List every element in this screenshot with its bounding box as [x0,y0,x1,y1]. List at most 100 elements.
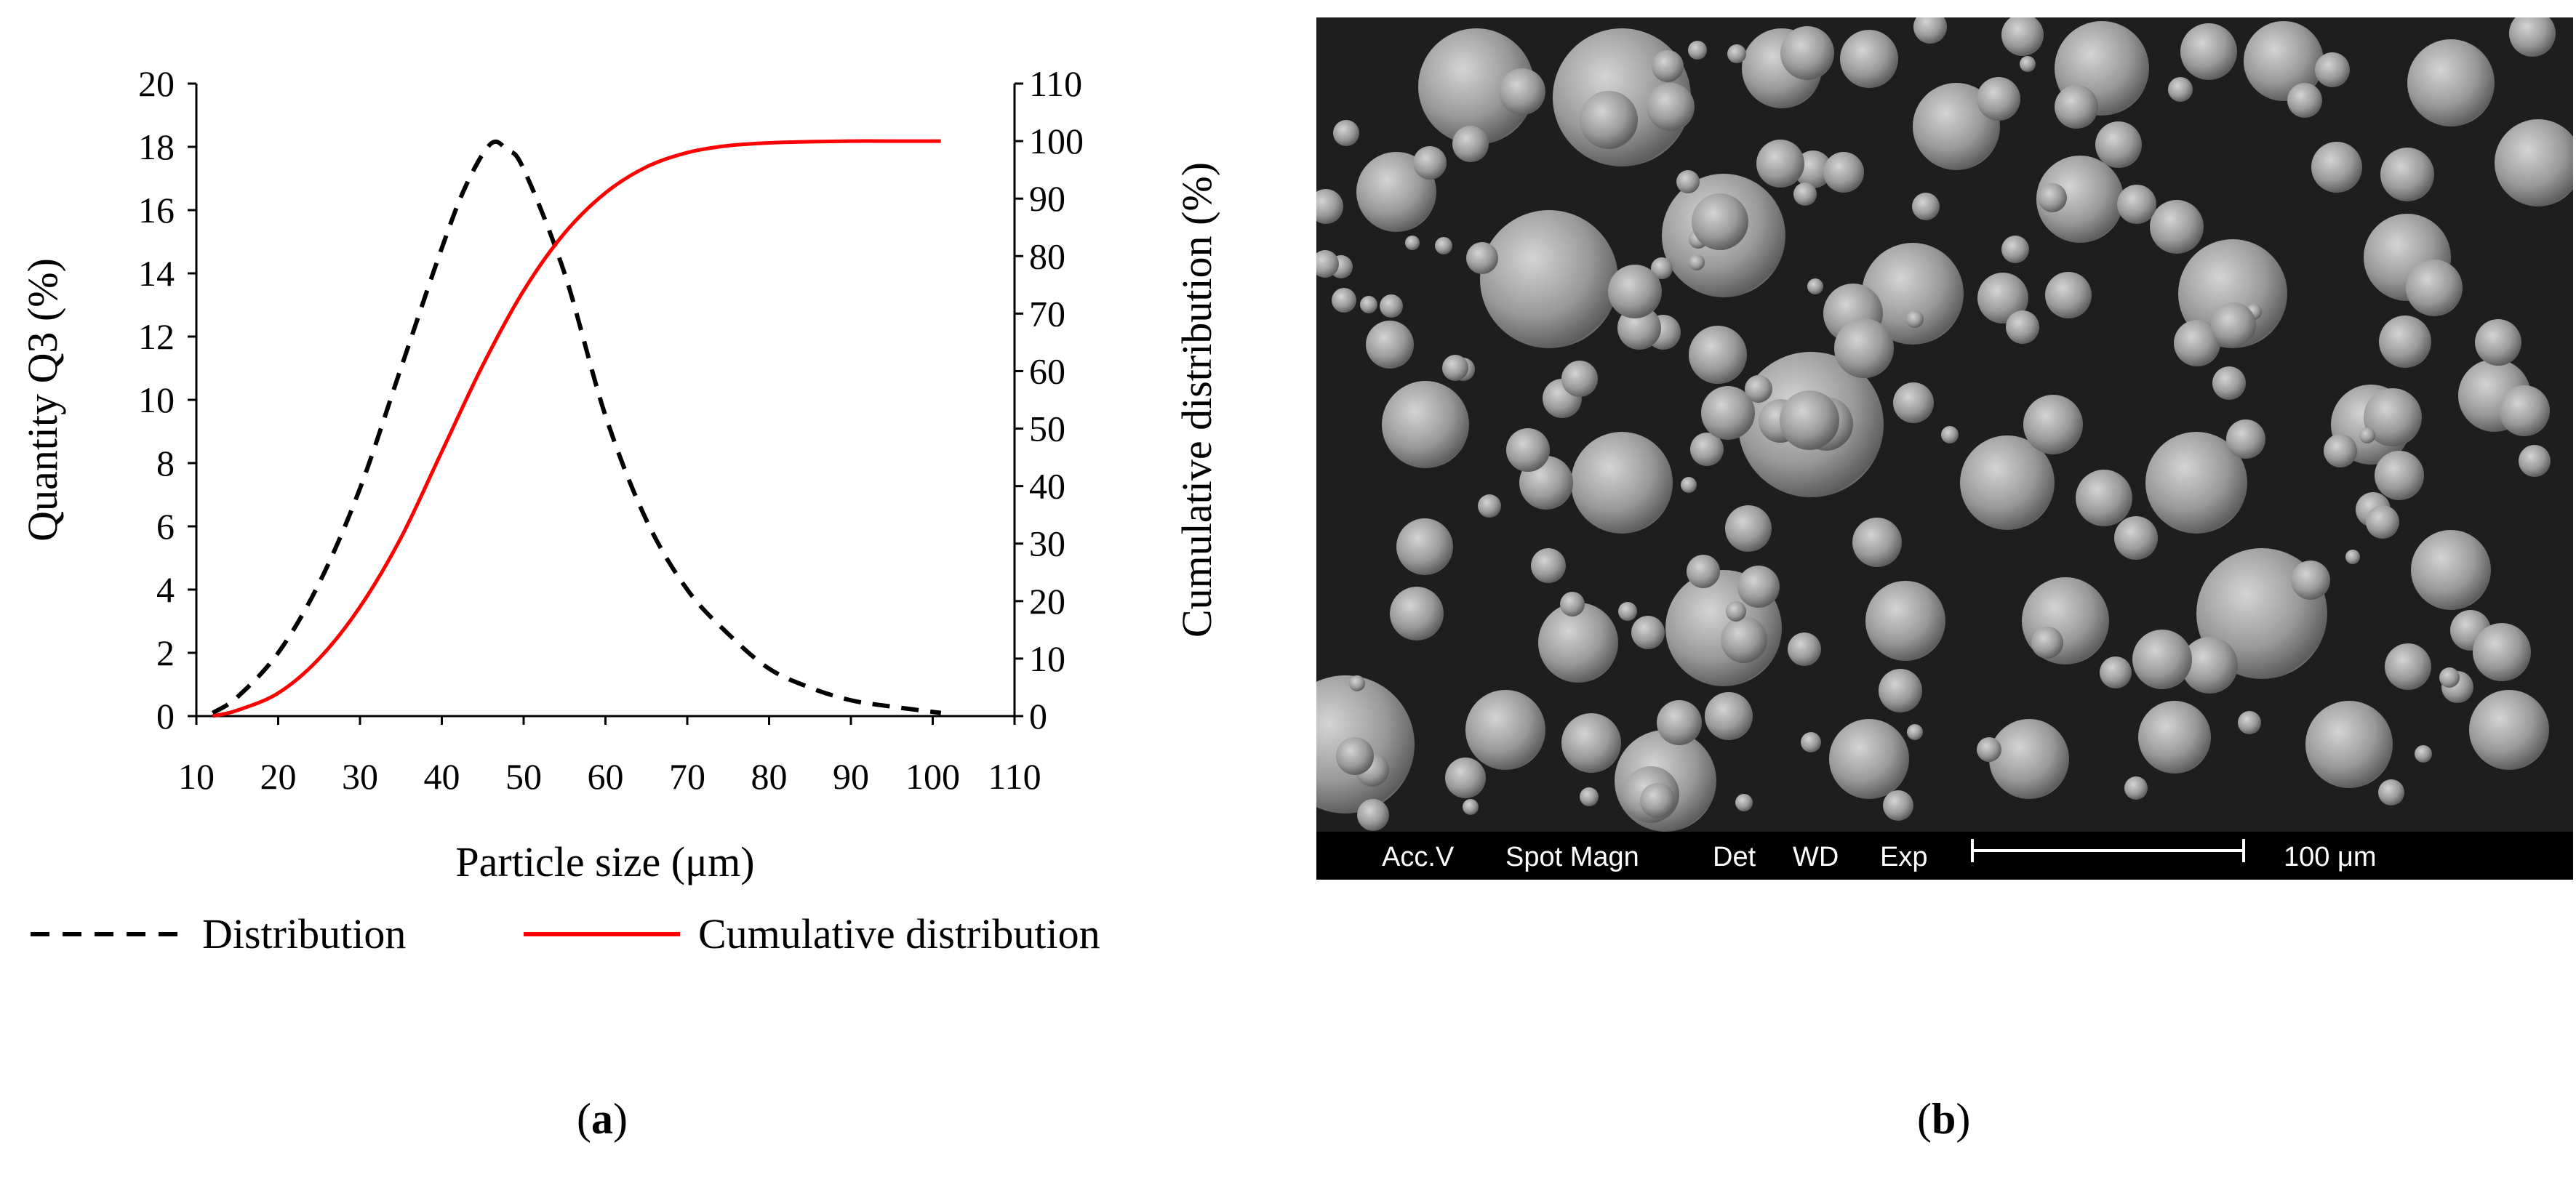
powder-particle [2375,451,2424,500]
powder-particle [2226,419,2265,459]
powder-particle [2315,52,2350,87]
powder-particle [2475,319,2521,366]
powder-particle [1879,669,1922,712]
powder-particle [2379,316,2431,368]
powder-particle [2178,239,2287,348]
powder-particle [2380,148,2434,201]
powder-particle [1834,318,1894,378]
sem-scale-bar [1971,839,2245,862]
series-layer [211,139,942,718]
powder-particle [2305,701,2393,788]
powder-particle [1793,182,1817,206]
y-right-tick-label: 50 [1029,409,1065,449]
x-tick-label: 110 [988,756,1041,797]
powder-particle [1336,737,1374,775]
powder-particle [2124,776,2148,800]
powder-particle [1725,505,1772,552]
y-right-tick-label: 60 [1029,350,1065,391]
powder-particle [1349,675,1365,691]
powder-particle [2100,656,2132,688]
powder-particle [1357,799,1389,831]
powder-particle [1531,548,1566,583]
powder-particle [2287,83,2322,118]
powder-particle [1480,210,1618,348]
powder-particle [1807,278,1823,294]
x-tick-label: 30 [342,756,378,797]
powder-particle [1360,296,1377,313]
y-right-tick-label: 110 [1029,63,1082,104]
y-left-tick-label: 10 [138,379,175,420]
sem-acc-v-label: Acc.V [1382,842,1455,872]
powder-particle [2076,470,2132,526]
powder-particle [1705,692,1753,740]
powder-particle [1316,189,1343,224]
y-right-tick-label: 10 [1029,638,1065,679]
powder-particle [2045,272,2092,318]
powder-particle [1823,152,1864,193]
y-left-tick-label: 12 [138,316,175,357]
powder-particle [1912,193,1940,220]
powder-particle [1463,799,1479,815]
powder-particle [2244,21,2324,101]
powder-particle [1465,690,1545,770]
powder-particle [1560,592,1585,616]
x-tick-label: 90 [833,756,869,797]
y-right-tick-label: 30 [1029,523,1065,564]
powder-particle [1960,435,2055,530]
powder-particle [2031,627,2063,659]
y-right-tick-label: 70 [1029,293,1065,334]
y-left-tick-label: 14 [138,253,175,294]
powder-particle [1478,494,1501,518]
powder-particle [1382,381,1469,468]
powder-particle [2055,85,2098,129]
powder-particle [1907,724,1923,740]
powder-particle [2364,388,2422,446]
y-left-tick-label: 4 [156,569,175,610]
powder-particle [2509,17,2556,57]
powder-particle [1756,140,1804,188]
powder-particle [2181,637,2238,694]
sem-micrograph: Acc.V Spot Magn Det WD Exp 100 μm [1316,17,2573,880]
series-line-cumulative [212,139,941,718]
powder-particle [2211,302,2256,348]
sem-info-bar: Acc.V Spot Magn Det WD Exp 100 μm [1316,832,2573,880]
powder-particle [1883,790,1913,821]
powder-particle [2311,142,2362,193]
powder-particle [1840,30,1898,88]
powder-particle [1647,83,1695,131]
powder-particle [2036,156,2124,243]
powder-particle [1561,361,1598,397]
powder-particle [1989,719,2069,799]
powder-particle [2519,445,2551,477]
powder-particle [1413,146,1447,180]
powder-particle [1737,566,1780,608]
powder-particle [1676,170,1700,193]
powder-particle [2138,701,2211,774]
powder-particle [1780,390,1839,450]
y-left-tick-label: 20 [138,63,175,104]
powder-particle [2132,630,2192,689]
sem-wd-label: WD [1793,842,1839,872]
powder-particle [2001,236,2029,263]
powder-particle [1316,250,1339,278]
y-left-tick-label: 16 [138,190,175,230]
powder-particle [2114,516,2158,560]
powder-particle [1405,236,1420,250]
powder-particle [2038,183,2067,212]
powder-particle [1580,787,1599,806]
powder-particle [1977,77,2020,121]
sem-exp-label: Exp [1880,842,1927,872]
powder-particle [1466,242,1498,274]
powder-particle [1977,737,2001,762]
powder-particle [2150,200,2204,254]
powder-particle [1780,26,1834,80]
powder-particle [1681,477,1697,493]
powder-particle [1499,68,1545,115]
y-right-tick-label: 90 [1029,178,1065,219]
powder-particle [1906,310,1924,328]
powder-particle [1580,91,1638,149]
powder-particle [1332,288,1356,313]
powder-particle [1913,17,1947,44]
powder-particle [1726,601,1746,622]
powder-particle [2180,23,2237,80]
